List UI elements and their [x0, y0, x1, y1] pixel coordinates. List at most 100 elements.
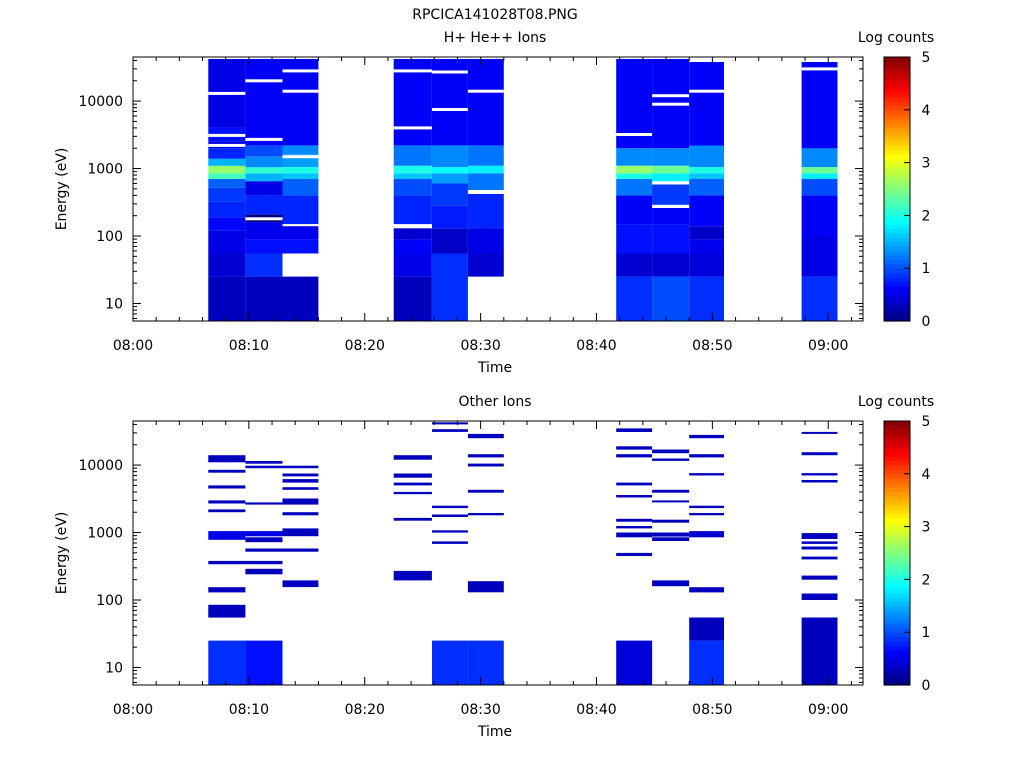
panel-title: Other Ions [458, 394, 531, 410]
spectrogram-cell [432, 530, 468, 533]
colorbar-segment [884, 162, 910, 168]
spectrogram-cell [245, 173, 283, 182]
data-gap-line [432, 70, 468, 74]
colorbar-segment [884, 447, 910, 453]
spectrogram-cell [432, 167, 468, 174]
spectrogram-cell [282, 226, 319, 240]
y-tick-label: 1000 [87, 162, 123, 178]
spectrogram-cell [245, 156, 283, 168]
colorbar-segment [884, 105, 910, 111]
spectrogram-cell [467, 59, 504, 146]
colorbar-segment [884, 290, 910, 296]
colorbar-tick-label: 1 [922, 261, 931, 277]
colorbar-segment [884, 627, 910, 633]
plot-axes: 08:00 08:10 08:20 08:30 08:40 08:50 09:00 10 100… [78, 56, 864, 354]
colorbar-segment [884, 588, 910, 594]
spectrogram-cell [689, 145, 724, 168]
spectrogram-cells [208, 59, 838, 321]
colorbar-segment [884, 469, 910, 475]
y-axis-label: Energy (eV) [54, 148, 70, 231]
spectrogram-cell [208, 201, 246, 218]
spectrogram-cell [689, 640, 724, 685]
colorbar-segment [884, 211, 910, 216]
colorbar-segment [884, 504, 910, 510]
spectrogram-cell [282, 528, 319, 537]
spectrogram-cell [245, 145, 283, 157]
panel-other-ions: Other Ions Log counts Time Energy (eV) 0… [54, 394, 934, 740]
colorbar-segment [884, 526, 910, 532]
spectrogram-cell [393, 491, 432, 495]
data-gap-line [208, 91, 246, 95]
spectrogram-cell [652, 276, 690, 321]
colorbar-segment [884, 241, 910, 247]
x-tick-label: 09:00 [808, 702, 848, 718]
spectrogram-cell [245, 560, 283, 565]
colorbar-segment [884, 233, 910, 238]
colorbar-segment [884, 167, 910, 172]
spectrogram-cell [616, 495, 653, 498]
colorbar-segment [884, 517, 910, 523]
spectrogram-cell [208, 500, 246, 504]
spectrogram-cell [282, 479, 319, 483]
spectrogram-cell [282, 473, 319, 477]
spectrogram-cell [801, 431, 838, 434]
data-gap-line [245, 137, 283, 141]
spectrogram-cell [801, 533, 838, 539]
colorbar-segment [884, 118, 910, 124]
data-gap-line [282, 155, 319, 159]
data-gap-line [652, 94, 690, 98]
spectrogram-cell [616, 526, 653, 529]
spectrogram-cell [393, 473, 432, 478]
spectrogram-cell [393, 276, 432, 321]
colorbar-segment [884, 101, 910, 106]
data-gap-line [652, 102, 690, 106]
spectrogram-cell [689, 226, 724, 240]
colorbar-segment [884, 535, 910, 541]
colorbar-frame [883, 420, 911, 686]
spectrogram-cell [616, 253, 653, 277]
colorbar-segment [884, 632, 910, 638]
colorbar-segment [884, 641, 910, 646]
colorbar-segment [884, 557, 910, 563]
colorbar-tick-label: 5 [922, 50, 931, 66]
colorbar-tick-label: 3 [922, 520, 931, 536]
spectrogram-cell [801, 473, 838, 476]
colorbar-segment [884, 456, 910, 462]
colorbar-segment [884, 680, 910, 686]
spectrogram-cell [616, 446, 653, 450]
spectrogram-cell [245, 548, 283, 552]
x-axis-label: Time [477, 724, 512, 740]
spectrogram-cell [467, 165, 504, 174]
panel-h-he-ions: H+ He++ Ions Log counts Time Energy (eV)… [54, 30, 934, 376]
spectrogram-cell [616, 276, 653, 321]
colorbar-segment [884, 579, 910, 585]
colorbar-segment [884, 263, 910, 269]
spectrogram-cell [393, 165, 432, 174]
spectrogram-cell [432, 640, 468, 685]
colorbar-tick-label: 2 [922, 572, 931, 588]
colorbar-segment [884, 294, 910, 300]
colorbar: 0 1 2 3 4 5 [883, 414, 931, 694]
spectrogram-cell [801, 593, 838, 600]
spectrogram-cell [801, 480, 838, 483]
spectrogram-cell [616, 518, 653, 522]
colorbar-segment [884, 654, 910, 660]
spectrogram-cell [652, 532, 690, 537]
plot-axes: 08:00 08:10 08:20 08:30 08:40 08:50 09:00 10 100… [78, 420, 864, 718]
spectrogram-cell [208, 217, 246, 231]
colorbar-segment [884, 131, 910, 137]
spectrogram-cell [467, 253, 504, 277]
spectrogram-cell [393, 482, 432, 486]
spectrogram-cell [208, 587, 246, 593]
colorbar-segment [884, 473, 910, 479]
colorbar-segment [884, 614, 910, 620]
spectrogram-cell [652, 253, 690, 277]
data-gap-line [432, 108, 468, 111]
colorbar: 0 1 2 3 4 5 [883, 50, 931, 330]
colorbar-segment [884, 87, 910, 93]
data-gap-line [467, 89, 504, 93]
spectrogram-cell [208, 230, 246, 254]
data-gap-line [245, 79, 283, 83]
colorbar-tick-label: 0 [922, 678, 931, 694]
